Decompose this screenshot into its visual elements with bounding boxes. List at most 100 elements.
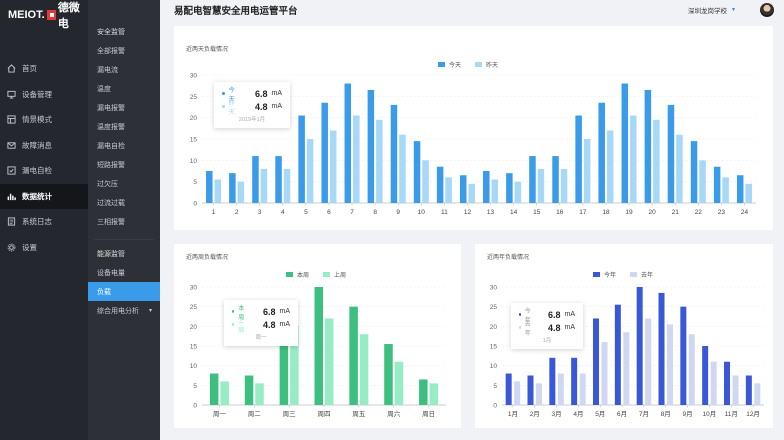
bar-current[interactable]: [349, 306, 358, 405]
bar-current[interactable]: [279, 338, 289, 405]
submenu-item[interactable]: 负载: [88, 282, 160, 301]
bar-previous[interactable]: [630, 115, 637, 203]
bar-previous[interactable]: [329, 130, 337, 203]
bar-current[interactable]: [690, 141, 698, 203]
avatar[interactable]: [760, 3, 774, 17]
bar-current[interactable]: [505, 373, 512, 405]
bar-previous[interactable]: [359, 334, 369, 405]
bar-previous[interactable]: [676, 134, 683, 203]
submenu-item[interactable]: 短路报警: [88, 155, 160, 174]
bar-previous[interactable]: [445, 177, 452, 203]
legend-item[interactable]: 今年: [593, 270, 616, 279]
bar-current[interactable]: [344, 83, 352, 203]
brand-logo[interactable]: MEIOT. 德微电: [0, 0, 88, 30]
bar-previous[interactable]: [214, 179, 222, 203]
nav-item-3[interactable]: 故障消息: [0, 133, 88, 159]
bar-previous[interactable]: [514, 181, 522, 203]
legend-item[interactable]: 本周: [286, 270, 309, 279]
bar-previous[interactable]: [468, 183, 475, 203]
nav-item-5[interactable]: 数据统计: [0, 183, 88, 209]
bar-current[interactable]: [527, 375, 534, 406]
bar-current[interactable]: [321, 102, 328, 203]
bar-current[interactable]: [552, 156, 559, 203]
bar-current[interactable]: [702, 346, 709, 405]
bar-previous[interactable]: [429, 383, 439, 405]
bar-current[interactable]: [713, 166, 721, 203]
submenu-item[interactable]: 漏电自检: [88, 136, 160, 155]
bar-current[interactable]: [549, 357, 556, 405]
bar-current[interactable]: [390, 104, 398, 203]
bar-previous[interactable]: [325, 318, 334, 405]
nav-item-0[interactable]: 首页: [0, 56, 88, 82]
submenu-item[interactable]: 漏电报警: [88, 98, 160, 117]
bar-current[interactable]: [593, 318, 599, 405]
bar-current[interactable]: [575, 115, 582, 203]
bar-current[interactable]: [275, 156, 282, 203]
bar-previous[interactable]: [606, 130, 614, 203]
submenu-item[interactable]: 温度: [88, 79, 160, 98]
bar-previous[interactable]: [514, 381, 521, 405]
bar-current[interactable]: [680, 306, 687, 405]
bar-previous[interactable]: [732, 375, 739, 406]
bar-current[interactable]: [506, 173, 513, 203]
bar-previous[interactable]: [237, 181, 245, 203]
bar-current[interactable]: [736, 175, 744, 203]
bar-current[interactable]: [571, 357, 578, 405]
bar-previous[interactable]: [560, 168, 568, 203]
nav-item-7[interactable]: 设置: [0, 235, 88, 261]
bar-previous[interactable]: [353, 115, 360, 203]
bar-previous[interactable]: [255, 383, 264, 405]
legend-item[interactable]: 昨天: [475, 60, 498, 69]
submenu-item[interactable]: 综合用电分析 ▾: [88, 301, 160, 320]
bar-previous[interactable]: [754, 383, 761, 405]
submenu-item[interactable]: 温度报警: [88, 117, 160, 136]
bar-previous[interactable]: [601, 342, 608, 405]
bar-current[interactable]: [614, 304, 621, 405]
bar-previous[interactable]: [722, 177, 729, 203]
bar-current[interactable]: [229, 173, 236, 203]
bar-current[interactable]: [252, 156, 259, 203]
bar-current[interactable]: [314, 287, 324, 405]
bar-current[interactable]: [244, 375, 254, 406]
bar-previous[interactable]: [536, 383, 542, 405]
submenu-item[interactable]: 全部报警: [88, 41, 160, 60]
bar-previous[interactable]: [688, 334, 695, 405]
bar-previous[interactable]: [220, 381, 229, 405]
bar-previous[interactable]: [623, 332, 630, 405]
bar-previous[interactable]: [583, 139, 591, 203]
bar-current[interactable]: [419, 379, 428, 405]
bar-previous[interactable]: [491, 179, 499, 203]
bar-previous[interactable]: [422, 160, 429, 203]
bar-current[interactable]: [724, 361, 730, 405]
bar-current[interactable]: [745, 375, 752, 406]
bar-previous[interactable]: [745, 183, 752, 203]
bar-current[interactable]: [436, 166, 444, 203]
bar-previous[interactable]: [260, 168, 268, 203]
bar-current[interactable]: [598, 102, 605, 203]
submenu-item[interactable]: 设备电量: [88, 263, 160, 282]
bar-previous[interactable]: [290, 326, 299, 405]
bar-current[interactable]: [209, 373, 219, 405]
legend-item[interactable]: 去年: [630, 270, 653, 279]
bar-current[interactable]: [529, 156, 536, 203]
chevron-down-icon[interactable]: ▼: [731, 7, 736, 13]
bar-current[interactable]: [298, 115, 305, 203]
bar-previous[interactable]: [283, 168, 291, 203]
legend-item[interactable]: 上周: [323, 270, 346, 279]
bar-current[interactable]: [413, 141, 421, 203]
nav-item-2[interactable]: 情景模式: [0, 107, 88, 133]
bar-current[interactable]: [621, 83, 629, 203]
bar-previous[interactable]: [557, 373, 564, 405]
submenu-item[interactable]: 漏电流: [88, 60, 160, 79]
bar-current[interactable]: [483, 171, 490, 203]
bar-current[interactable]: [367, 89, 375, 203]
bar-previous[interactable]: [537, 168, 545, 203]
bar-previous[interactable]: [399, 134, 406, 203]
bar-previous[interactable]: [645, 318, 652, 405]
nav-item-6[interactable]: 系统日志: [0, 209, 88, 235]
submenu-item[interactable]: 三相报警: [88, 212, 160, 231]
nav-item-4[interactable]: 漏电自检: [0, 158, 88, 184]
bar-current[interactable]: [667, 104, 675, 203]
bar-previous[interactable]: [306, 139, 314, 203]
school-selector[interactable]: 深圳龙岗学校: [688, 8, 728, 15]
